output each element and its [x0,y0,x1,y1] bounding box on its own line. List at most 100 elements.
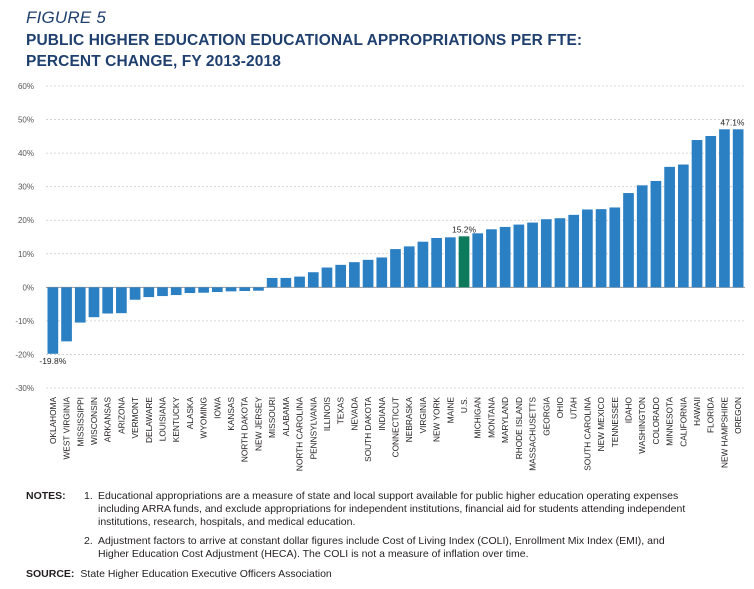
source-text: State Higher Education Executive Officer… [80,568,332,580]
chart-title: PUBLIC HIGHER EDUCATION EDUCATIONAL APPR… [26,30,726,72]
source-heading: SOURCE: [26,568,75,580]
bar [225,287,237,292]
x-tick-label: MICHIGAN [473,397,483,439]
data-label: 47.1% [720,117,745,127]
x-tick-label: MISSISSIPPI [75,397,85,446]
x-tick-label: VIRGINIA [418,397,428,434]
y-tick-label: 50% [18,116,34,125]
bar [88,287,100,318]
x-tick-label: WISCONSIN [89,397,99,445]
y-tick-label: -30% [15,384,34,393]
bar [472,233,484,288]
x-tick-label: OREGON [733,397,743,434]
x-tick-label: SOUTH DAKOTA [363,397,373,462]
note-2-text: Adjustment factors to arrive at constant… [98,535,665,560]
bar [499,226,511,288]
x-tick-label: MASSACHUSETTS [528,397,538,471]
x-tick-label: RHODE ISLAND [514,397,524,459]
bar [705,135,717,288]
bar [677,164,689,288]
x-tick-label: U.S. [459,397,469,413]
data-label: -19.8% [39,356,66,366]
bar [431,238,442,288]
bar [335,264,347,288]
data-label: 15.2% [452,224,477,234]
y-tick-label: 40% [18,149,34,158]
x-tick-label: MARYLAND [500,397,510,443]
x-tick-label: NEW YORK [432,397,442,442]
bar [636,185,648,288]
bar [280,277,292,288]
bar [253,287,264,291]
title-line-1: PUBLIC HIGHER EDUCATION EDUCATIONAL APPR… [26,32,583,49]
source-line: SOURCE: State Higher Education Executive … [26,568,332,580]
bar [417,241,429,288]
bar [595,209,607,288]
x-tick-label: WASHINGTON [637,397,647,454]
note-1-number: 1. [84,490,93,502]
bar [568,214,580,288]
x-tick-label: ALASKA [185,397,195,430]
x-tick-label: GEORGIA [541,397,551,436]
bar [307,272,319,288]
note-1: NOTES: 1. Educational appropriations are… [26,490,736,529]
x-tick-label: NEW HAMPSHIRE [719,397,729,468]
bar [321,267,333,288]
note-2-number: 2. [84,535,93,547]
x-tick-label: TEXAS [336,397,346,425]
bar [376,257,388,288]
x-tick-label: INDIANA [377,397,387,431]
bar [266,277,278,288]
note-1-text: Educational appropriations are a measure… [98,490,686,528]
x-tick-label: NEVADA [349,397,359,431]
bar [61,287,72,342]
bar [403,246,415,288]
x-tick-label: CALIFORNIA [678,397,688,447]
bar [623,193,634,288]
bar [732,129,744,288]
x-tick-label: NORTH CAROLINA [295,397,305,472]
x-tick-label: CONNECTICUT [391,397,401,457]
x-tick-label: ILLINOIS [322,397,332,432]
bar [47,287,59,354]
x-tick-label: NORTH DAKOTA [240,397,250,463]
note-2: 2. Adjustment factors to arrive at const… [26,535,736,561]
x-tick-label: WYOMING [199,397,209,438]
x-tick-label: WEST VIRGINIA [62,397,72,460]
x-tick-label: MINNESOTA [665,397,675,446]
bar [554,218,566,288]
bar [458,236,470,288]
y-tick-label: 30% [18,183,34,192]
y-tick-label: 20% [18,216,34,225]
x-tick-label: KENTUCKY [171,397,181,443]
bar [390,249,401,288]
x-tick-label: PENNSYLVANIA [308,397,318,460]
bar [143,287,155,298]
x-tick-label: MISSOURI [267,397,277,438]
bar [349,262,360,288]
x-tick-label: UTAH [569,397,579,419]
x-tick-label: MAINE [445,397,455,424]
x-tick-label: LOUISIANA [158,397,168,442]
x-tick-label: ARKANSAS [103,397,113,443]
x-tick-label: DELAWARE [144,397,154,443]
title-line-2: PERCENT CHANGE, FY 2013-2018 [26,53,281,70]
x-tick-label: OHIO [555,396,565,418]
figure-label: FIGURE 5 [26,8,107,27]
x-tick-label: NEW JERSEY [253,397,263,451]
bar [170,287,182,296]
notes-section: NOTES: 1. Educational appropriations are… [26,490,736,567]
bar [609,207,621,288]
x-tick-label: IOWA [212,397,222,419]
y-tick-label: -10% [15,317,34,326]
bar [540,219,552,288]
bar [239,287,251,292]
x-tick-label: ALABAMA [281,397,291,437]
x-tick-label: NEW MEXICO [596,396,606,451]
x-tick-label: MONTANA [486,397,496,438]
bar [444,237,456,288]
x-tick-label: NEBRASKA [404,397,414,443]
x-tick-label: HAWAII [692,397,702,426]
bar [211,287,223,293]
bar [362,259,374,288]
